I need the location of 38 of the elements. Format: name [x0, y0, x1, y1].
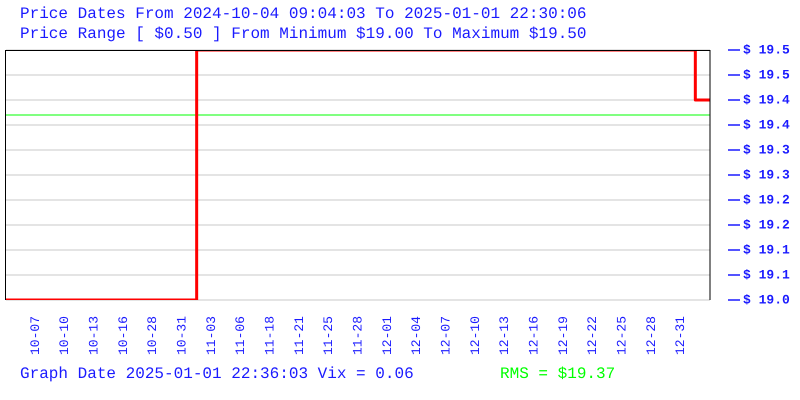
x-tick-label: 12-22: [585, 316, 600, 356]
x-tick-label: 12-16: [526, 316, 542, 356]
x-tick-label: 10-31: [174, 316, 190, 356]
y-tick-label: $ 19.1: [743, 242, 790, 258]
ref-line-label: RMS = $19.37: [500, 365, 616, 383]
x-tick-label: 12-04: [409, 316, 424, 356]
x-tick-label: 10-10: [57, 316, 72, 356]
x-tick-label: 11-28: [350, 316, 366, 356]
x-tick-label: 11-03: [204, 316, 219, 356]
x-tick-label: 10-16: [116, 316, 131, 356]
x-tick-label: 12-13: [497, 316, 512, 356]
y-tick-label: $ 19.5: [743, 42, 790, 58]
x-tick-label: 12-07: [438, 316, 454, 356]
x-tick-label: 12-28: [644, 316, 659, 356]
y-tick-label: $ 19.1: [743, 268, 790, 282]
y-tick-label: $ 19.4: [743, 92, 790, 108]
x-tick-label: 12-25: [614, 316, 630, 356]
x-tick-label: 10-07: [28, 316, 43, 356]
x-tick-label: 11-25: [321, 316, 336, 356]
text: Graph Date 2025-01-01 22:36:03 Vix = 0.06: [20, 365, 414, 383]
x-tick-label: 12-10: [468, 316, 483, 356]
y-tick-label: $ 19.5: [743, 68, 790, 82]
x-tick-label: 12-19: [556, 316, 571, 356]
x-tick-label: 10-28: [145, 316, 160, 356]
y-tick-label: $ 19.2: [743, 218, 790, 232]
x-tick-label: 12-31: [673, 316, 688, 356]
y-tick-label: $ 19.2: [743, 192, 790, 208]
x-tick-label: 10-13: [86, 316, 102, 356]
y-tick-label: $ 19.3: [743, 168, 790, 182]
x-tick-label: 11-21: [292, 316, 307, 356]
x-tick-label: 12-01: [380, 316, 395, 356]
x-tick-label: 11-06: [233, 316, 248, 356]
chart-subtitle: Price Range [ $0.50 ] From Minimum $19.00 To Maximum $19.50: [20, 25, 586, 43]
y-tick-label: $ 19.3: [743, 142, 790, 158]
y-tick-label: $ 19.4: [743, 118, 790, 132]
chart-title: Price Dates From 2024-10-04 09:04:03 To 2025-01-01 22:30:06: [20, 5, 586, 23]
y-tick-label: $ 19.0: [743, 292, 790, 308]
x-tick-label: 11-18: [262, 316, 278, 356]
